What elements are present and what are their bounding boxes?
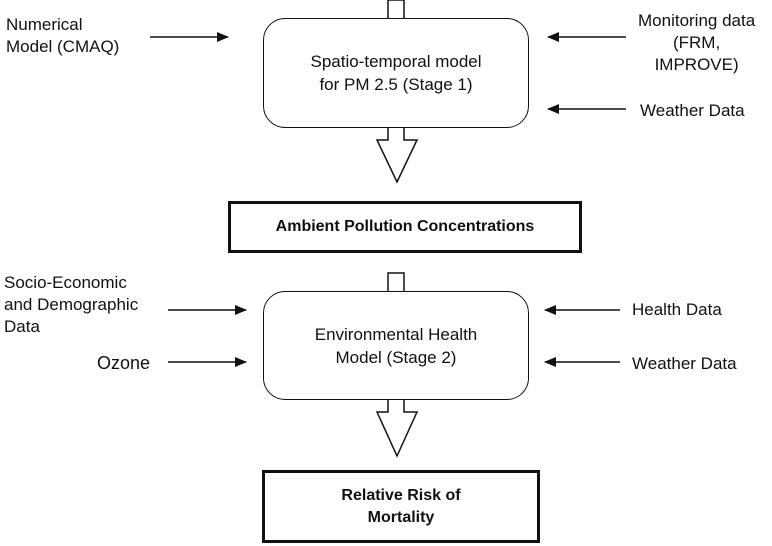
stage1-model-box: Spatio-temporal model for PM 2.5 (Stage … [263, 18, 529, 128]
input-ozone: Ozone [97, 353, 151, 373]
input-weather-data-1: Weather Data [640, 101, 745, 120]
input-socio-economic: Socio-Economic and Demographic Data [4, 273, 139, 336]
relative-risk-box: Relative Risk of Mortality [262, 470, 540, 543]
stage2-model-label: Environmental Health Model (Stage 2) [314, 324, 478, 367]
input-weather-data-2: Weather Data [632, 354, 737, 373]
ambient-pollution-label: Ambient Pollution Concentrations [275, 218, 535, 235]
flow-arrow-stage1-to-concentrations [375, 126, 419, 184]
stage1-top-stub [387, 0, 405, 20]
input-numerical-model: Numerical Model (CMAQ) [6, 15, 120, 56]
flow-arrow-stage2-to-risk [375, 398, 419, 458]
stage2-top-stub [387, 272, 405, 293]
relative-risk-label: Relative Risk of Mortality [341, 486, 461, 526]
input-monitoring-data: Monitoring data (FRM, IMPROVE) [638, 11, 756, 74]
stage1-model-label: Spatio-temporal model for PM 2.5 (Stage … [310, 52, 482, 94]
input-health-data: Health Data [632, 300, 722, 319]
stage2-model-box: Environmental Health Model (Stage 2) [263, 291, 529, 400]
ambient-pollution-box: Ambient Pollution Concentrations [228, 201, 582, 253]
